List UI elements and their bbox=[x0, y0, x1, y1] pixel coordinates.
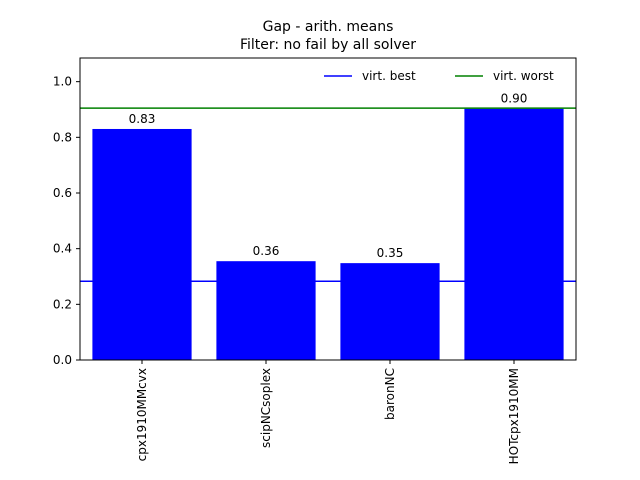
x-tick-label-HOTcpx1910MM: HOTcpx1910MM bbox=[507, 368, 521, 464]
data-label-scipNCsoplex: 0.36 bbox=[253, 244, 280, 258]
data-label-HOTcpx1910MM: 0.90 bbox=[501, 92, 528, 106]
bar-scipNCsoplex bbox=[216, 261, 316, 360]
bar-baronNC bbox=[340, 263, 440, 360]
x-tick-label-baronNC: baronNC bbox=[383, 368, 397, 420]
bar-cpx1910MMcvx bbox=[92, 128, 192, 360]
data-label-cpx1910MMcvx: 0.83 bbox=[129, 112, 156, 126]
chart-subtitle: Filter: no fail by all solver bbox=[240, 37, 416, 53]
plot-frame bbox=[79, 57, 577, 361]
y-tick-label: 0.0 bbox=[53, 353, 72, 367]
plot-area: 0.83 0.36 0.35 0.90 0.0 0.2 0.4 0.6 0.8 1.0 cpx191… bbox=[53, 57, 577, 464]
bar-HOTcpx1910MM bbox=[464, 108, 564, 360]
x-tick-label-scipNCsoplex: scipNCsoplex bbox=[259, 368, 273, 448]
y-tick-label: 0.8 bbox=[53, 130, 72, 144]
y-tick-label: 1.0 bbox=[53, 75, 72, 89]
legend-label-1: virt. worst bbox=[493, 69, 554, 83]
chart-title: Gap - arith. means bbox=[263, 19, 394, 35]
legend-label-0: virt. best bbox=[362, 69, 416, 83]
x-tick-label-cpx1910MMcvx: cpx1910MMcvx bbox=[135, 368, 149, 461]
y-tick-label: 0.4 bbox=[53, 242, 72, 256]
y-tick-label: 0.2 bbox=[53, 297, 72, 311]
data-label-baronNC: 0.35 bbox=[377, 246, 404, 260]
y-tick-label: 0.6 bbox=[53, 186, 72, 200]
